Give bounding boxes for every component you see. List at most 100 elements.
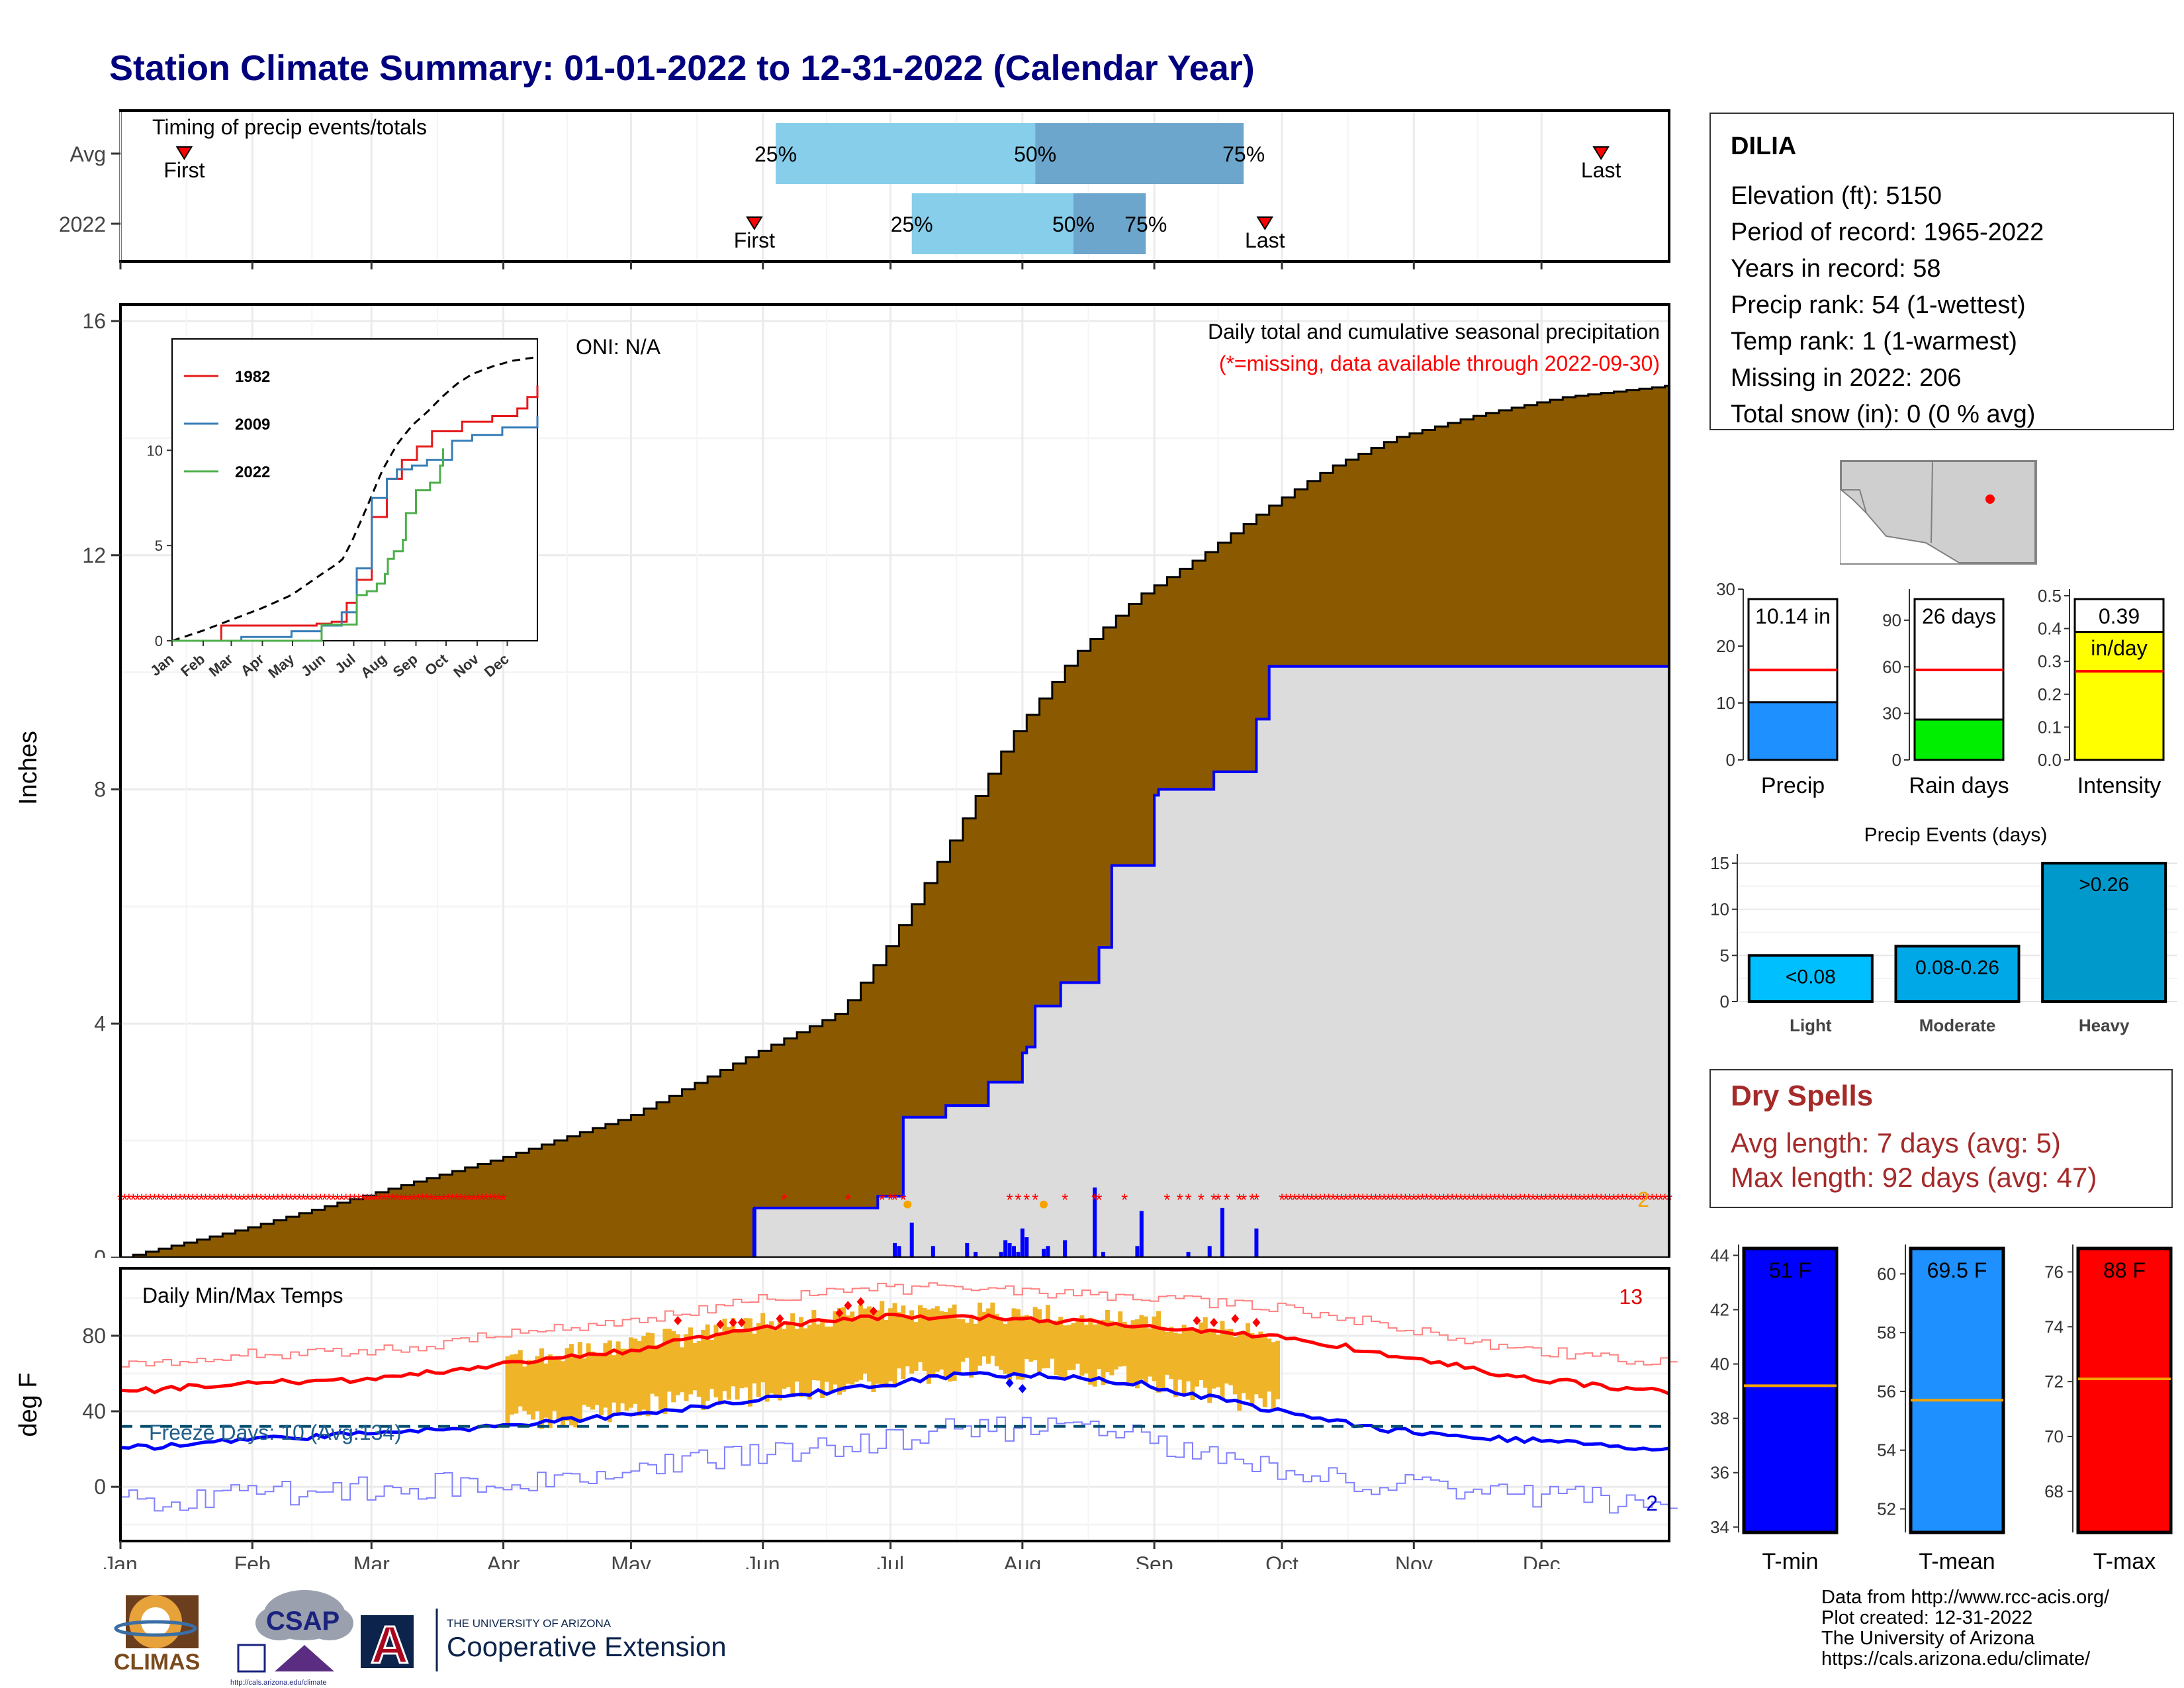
missing-marker: * bbox=[126, 1190, 132, 1210]
daily-temp-bar bbox=[934, 1306, 940, 1372]
daily-temp-bar bbox=[880, 1301, 885, 1387]
missing-marker: * bbox=[1632, 1190, 1639, 1210]
daily-precip-bar bbox=[1186, 1252, 1191, 1258]
station-info-line: Period of record: 1965-2022 bbox=[1731, 218, 2044, 246]
precip-y-tick-label: 8 bbox=[94, 778, 106, 802]
missing-marker: * bbox=[1564, 1190, 1570, 1210]
daily-temp-bar bbox=[531, 1362, 536, 1420]
timing-pct-label: 50% bbox=[1052, 212, 1095, 236]
location-map bbox=[1840, 460, 2037, 565]
daily-temp-bar bbox=[1024, 1315, 1029, 1359]
missing-marker: * bbox=[1351, 1190, 1357, 1210]
missing-marker: * bbox=[1317, 1190, 1324, 1210]
events-category-label: Light bbox=[1790, 1015, 1832, 1035]
daily-temp-bar bbox=[658, 1344, 663, 1410]
missing-marker: * bbox=[1538, 1190, 1545, 1210]
mini-value-label: 10.14 in bbox=[1755, 604, 1831, 628]
missing-marker: * bbox=[398, 1190, 404, 1210]
missing-marker: * bbox=[228, 1190, 234, 1210]
timing-last-label: Last bbox=[1245, 228, 1285, 252]
missing-marker: * bbox=[428, 1190, 434, 1210]
missing-marker: * bbox=[304, 1190, 311, 1210]
missing-marker: * bbox=[1640, 1190, 1647, 1210]
daily-temp-bar bbox=[1020, 1315, 1025, 1380]
mini-value-bar bbox=[2073, 631, 2165, 761]
missing-marker: * bbox=[377, 1190, 383, 1210]
timing-bar-50-75 bbox=[1073, 193, 1146, 254]
daily-temp-bar bbox=[803, 1328, 808, 1395]
daily-temp-bar bbox=[922, 1308, 927, 1371]
daily-precip-bar bbox=[1007, 1243, 1012, 1258]
daily-temp-bar bbox=[948, 1308, 953, 1382]
daily-temp-bar bbox=[731, 1318, 736, 1387]
daily-temp-bar bbox=[577, 1342, 582, 1422]
daily-temp-bar bbox=[777, 1317, 782, 1401]
freeze-days-label: Freeze Days: 10 (Avg:134) bbox=[149, 1421, 402, 1444]
daily-temp-bar bbox=[896, 1312, 901, 1369]
daily-temp-bar bbox=[641, 1336, 647, 1410]
daily-temp-bar bbox=[586, 1343, 591, 1407]
daily-temp-bar bbox=[939, 1311, 944, 1370]
daily-temp-bar bbox=[713, 1325, 719, 1397]
mini-y-tick-label: 10 bbox=[1716, 693, 1735, 713]
dry-spells-box: Dry Spells Avg length: 7 days (avg: 5) M… bbox=[1709, 1069, 2173, 1208]
missing-marker: * bbox=[1657, 1190, 1664, 1210]
daily-temp-bar bbox=[811, 1310, 817, 1380]
temp-y-tick-label: 40 bbox=[82, 1399, 106, 1423]
missing-marker: * bbox=[292, 1190, 298, 1210]
missing-marker: * bbox=[1555, 1190, 1562, 1210]
missing-marker: * bbox=[1662, 1190, 1668, 1210]
climas-logo: CLIMAS bbox=[114, 1595, 200, 1675]
temp-panel: 0 40 80 deg F Daily Min/Max Temps Freeze D… bbox=[15, 1267, 1678, 1569]
missing-marker: * bbox=[177, 1190, 183, 1210]
daily-temp-bar bbox=[978, 1302, 983, 1366]
precip-y-tick-label: 4 bbox=[94, 1011, 106, 1035]
missing-marker: * bbox=[500, 1190, 507, 1210]
daily-temp-bar bbox=[1207, 1329, 1212, 1403]
missing-marker: * bbox=[1330, 1190, 1336, 1210]
missing-marker: * bbox=[1096, 1190, 1103, 1210]
daily-temp-bar bbox=[845, 1315, 850, 1384]
missing-marker: * bbox=[1551, 1190, 1557, 1210]
missing-marker: * bbox=[475, 1190, 481, 1210]
missing-marker: * bbox=[359, 1190, 366, 1210]
missing-marker: * bbox=[1491, 1190, 1498, 1210]
month-label: Oct bbox=[1265, 1552, 1298, 1569]
precip-y-tick-label: 12 bbox=[82, 543, 106, 567]
missing-marker: * bbox=[1308, 1190, 1315, 1210]
daily-temp-bar bbox=[862, 1308, 868, 1374]
missing-marker: * bbox=[326, 1190, 332, 1210]
missing-marker: * bbox=[1653, 1190, 1660, 1210]
daily-temp-bar bbox=[1216, 1335, 1221, 1387]
daily-temp-bar bbox=[1130, 1320, 1136, 1383]
missing-marker: * bbox=[1377, 1190, 1383, 1210]
mini-bar-label: Rain days bbox=[1909, 773, 2009, 798]
timing-marker-first bbox=[175, 146, 193, 160]
temp-y-tick-label: 80 bbox=[82, 1324, 106, 1348]
daily-temp-bar bbox=[675, 1334, 680, 1395]
daily-precip-bar bbox=[1254, 1228, 1259, 1258]
missing-marker: * bbox=[1543, 1190, 1549, 1210]
csap-url: http://cals.arizona.edu/climate bbox=[230, 1679, 327, 1687]
missing-marker: * bbox=[287, 1190, 294, 1210]
events-bar bbox=[1894, 945, 2021, 1003]
missing-marker: * bbox=[156, 1190, 162, 1210]
timing-last-label: Last bbox=[1581, 158, 1621, 182]
mini-y-tick-label: 0.0 bbox=[2038, 750, 2062, 770]
daily-temp-bar bbox=[1092, 1324, 1097, 1387]
missing-marker: * bbox=[1291, 1190, 1298, 1210]
missing-marker: * bbox=[1398, 1190, 1404, 1210]
missing-marker: * bbox=[1240, 1190, 1247, 1210]
missing-marker: * bbox=[478, 1190, 485, 1210]
daily-temp-bar bbox=[1181, 1325, 1187, 1397]
missing-marker: * bbox=[300, 1190, 306, 1210]
missing-marker: * bbox=[1007, 1190, 1013, 1210]
missing-marker: * bbox=[368, 1190, 375, 1210]
missing-marker: * bbox=[185, 1190, 192, 1210]
daily-temp-bar bbox=[1160, 1327, 1165, 1390]
daily-temp-bar bbox=[514, 1354, 519, 1414]
missing-marker: * bbox=[453, 1190, 460, 1210]
inset-x-tick-label: May bbox=[265, 650, 297, 681]
daily-temp-bar bbox=[884, 1319, 889, 1388]
temp-y-label: deg F bbox=[15, 1372, 42, 1436]
